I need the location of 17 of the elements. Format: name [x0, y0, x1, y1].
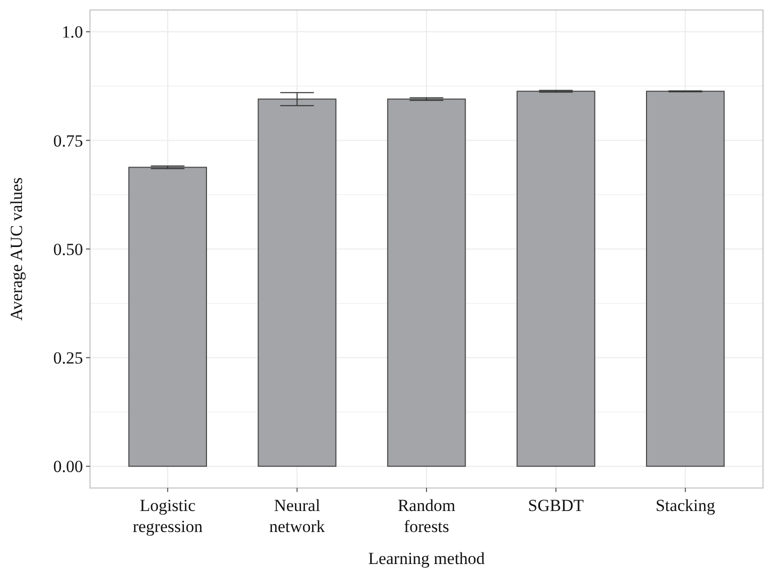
x-tick-label: Neural network: [269, 496, 326, 536]
x-tick-label: Random forests: [398, 496, 456, 536]
bar: [128, 166, 207, 467]
bar: [258, 98, 336, 467]
x-tick-label: Stacking: [656, 496, 716, 515]
x-axis-title: Learning method: [368, 549, 486, 568]
y-tick-label: 0.00: [53, 457, 83, 476]
y-tick-label: 0.25: [53, 348, 83, 368]
bar: [516, 90, 596, 467]
bar: [387, 98, 466, 467]
y-tick-label: 0.75: [53, 131, 83, 150]
y-tick-label: 0.50: [53, 240, 83, 259]
y-axis-title: Average AUC values: [7, 177, 26, 321]
x-tick-label: SGBDT: [528, 496, 584, 515]
y-tick-label: 1.0: [62, 22, 83, 42]
bar: [646, 90, 725, 467]
x-tick-label: Logistic regression: [132, 496, 204, 536]
